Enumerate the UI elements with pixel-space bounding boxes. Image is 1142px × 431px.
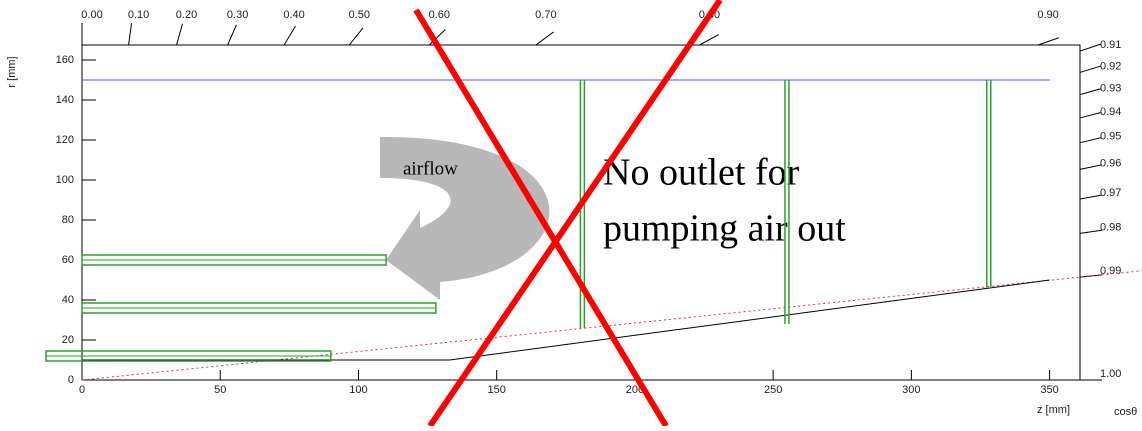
- cos-tick: [177, 24, 183, 45]
- x-tick-label: 50: [214, 384, 226, 396]
- cos-tick-label: 1.00: [1100, 368, 1121, 380]
- x-tick-label: 350: [1040, 384, 1058, 396]
- cos-tick: [1080, 89, 1101, 95]
- cos-tick: [1080, 44, 1101, 51]
- acceptance-line: [82, 271, 1142, 380]
- cos-tick-label: 0.90: [1037, 9, 1058, 21]
- x-tick-label: 100: [349, 384, 367, 396]
- cos-tick-label: 0.94: [1100, 106, 1121, 118]
- cos-tick-label: 0.92: [1100, 60, 1121, 72]
- cos-tick: [349, 28, 363, 45]
- cos-tick-label: 0.40: [283, 9, 304, 21]
- cos-tick: [1080, 66, 1101, 72]
- x-tick-label: 150: [488, 384, 506, 396]
- cos-tick: [1080, 165, 1102, 170]
- cos-tick-label: 0.93: [1100, 83, 1121, 95]
- cos-tick-label: 0.00: [81, 9, 102, 21]
- y-axis-label: r [mm]: [6, 56, 18, 87]
- cos-tick: [1080, 230, 1102, 233]
- cos-tick-label: 0.96: [1100, 157, 1121, 169]
- cos-tick-label: 0.30: [227, 9, 248, 21]
- cos-tick-label: 0.95: [1100, 131, 1121, 143]
- cos-tick-label: 0.20: [176, 9, 197, 21]
- y-tick-label: 20: [62, 334, 74, 346]
- airflow-label: airflow: [403, 158, 458, 179]
- x-tick-label: 0: [79, 384, 85, 396]
- cos-tick-label: 0.97: [1100, 187, 1121, 199]
- y-tick-label: 40: [62, 294, 74, 306]
- x-tick-label: 250: [764, 384, 782, 396]
- cos-tick: [1080, 195, 1102, 199]
- cos-tick: [699, 35, 718, 45]
- chart: airflow No outlet for pumping air out z …: [0, 0, 1142, 426]
- y-tick-label: 140: [56, 94, 74, 106]
- cos-tick-label: 0.50: [349, 9, 370, 21]
- cos-axis-label: cosθ: [1114, 406, 1137, 418]
- y-tick-label: 60: [62, 254, 74, 266]
- cos-tick-label: 0.10: [128, 9, 149, 21]
- cos-tick-label: 0.70: [535, 9, 556, 21]
- y-tick-label: 160: [56, 54, 74, 66]
- y-tick-label: 0: [68, 374, 74, 386]
- x-axis-label: z [mm]: [1037, 404, 1070, 416]
- cos-tick: [1038, 38, 1059, 45]
- cos-tick: [536, 32, 554, 45]
- cos-tick: [129, 23, 132, 45]
- note-line: pumping air out: [603, 208, 846, 250]
- y-tick-label: 80: [62, 214, 74, 226]
- cos-tick-label: 0.98: [1100, 221, 1121, 233]
- cos-tick: [228, 25, 237, 45]
- cos-tick-label: 0.60: [429, 9, 450, 21]
- cos-tick: [1080, 112, 1101, 118]
- note-line: No outlet for: [603, 152, 800, 194]
- x-tick-label: 300: [902, 384, 920, 396]
- y-tick-label: 120: [56, 134, 74, 146]
- cos-tick: [1080, 138, 1101, 143]
- y-tick-label: 100: [56, 174, 74, 186]
- cos-tick: [284, 26, 295, 45]
- beam-pipe: [82, 280, 1050, 360]
- cos-tick-label: 0.91: [1100, 39, 1121, 51]
